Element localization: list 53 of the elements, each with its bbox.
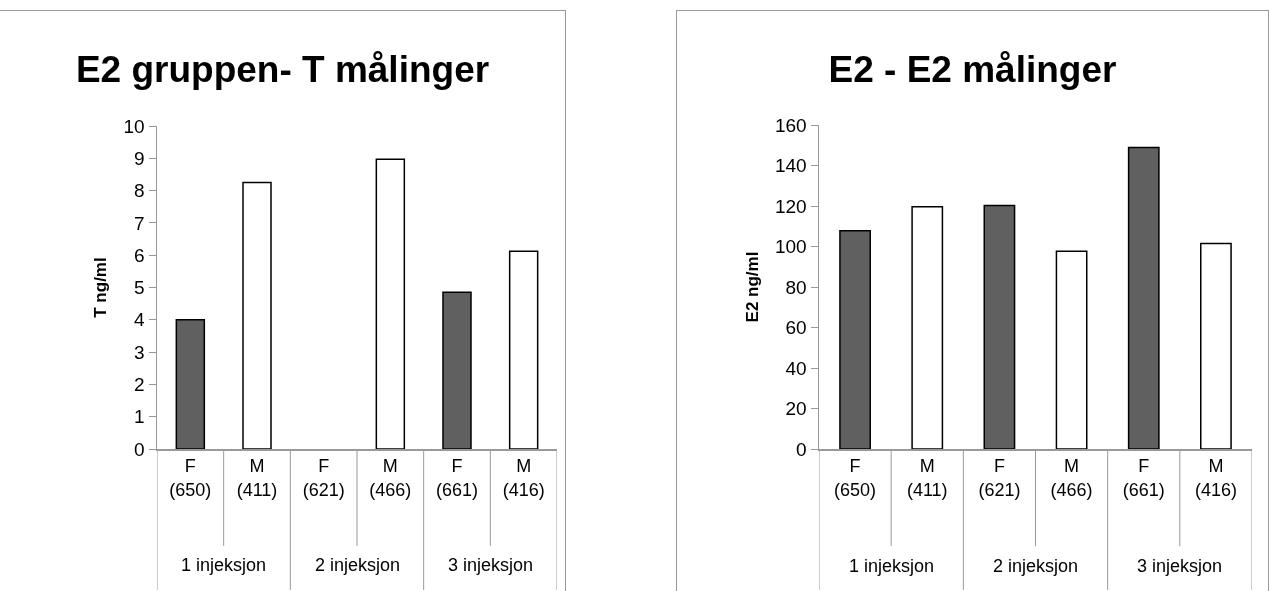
y-tick-label: 20: [785, 398, 807, 420]
y-tick-label: 9: [134, 147, 145, 169]
bar: [839, 229, 871, 449]
y-tick-label: 10: [123, 115, 145, 137]
x-tick-label: M (411): [236, 456, 278, 500]
x-tick-label: M (466): [369, 456, 412, 500]
y-tick-label: 120: [775, 195, 807, 217]
y-tick-label: 6: [134, 244, 145, 266]
y-tick-label: 100: [775, 236, 807, 258]
y-tick-label: 60: [785, 317, 807, 339]
text: 3 injeksjon: [448, 555, 534, 575]
x-tick-label: F (650): [834, 456, 877, 500]
y-tick-label: 0: [134, 438, 145, 460]
text: 1 injeksjon: [181, 555, 267, 575]
x-tick-label: M (416): [502, 456, 545, 500]
bar: [242, 181, 272, 449]
x-tick-label: M (466): [1050, 456, 1093, 500]
y-tick-label: 7: [134, 212, 145, 234]
text: 2 injeksjon: [315, 555, 401, 575]
x-tick-label: F (661): [435, 456, 479, 500]
bar: [1127, 146, 1160, 449]
chart-title: E2 - E2 målinger: [828, 48, 1117, 90]
text: 3 injeksjon: [1137, 556, 1223, 576]
x-tick-label: F (650): [169, 456, 212, 500]
x-tick-label: M (411): [906, 456, 948, 500]
y-tick-label: 2: [134, 374, 145, 396]
y-tick-label: 140: [775, 155, 807, 177]
bar: [175, 319, 206, 449]
y-tick-label: 0: [796, 438, 807, 460]
y-axis-title: E2 ng/ml: [742, 251, 762, 323]
bar: [508, 250, 539, 449]
text: 2 injeksjon: [993, 556, 1079, 576]
y-tick-label: 160: [775, 114, 807, 136]
y-tick-label: 4: [134, 309, 146, 331]
text: 1 injeksjon: [849, 556, 935, 576]
y-tick-label: 40: [785, 357, 807, 379]
bar: [1200, 242, 1232, 449]
y-tick-label: 3: [134, 341, 145, 363]
x-tick-label: F (621): [302, 456, 345, 500]
bar: [442, 291, 472, 449]
y-tick-label: 80: [785, 276, 807, 298]
y-tick-label: 5: [134, 277, 145, 299]
bar: [1055, 250, 1088, 449]
chart-title: E2 gruppen- T målinger: [75, 48, 490, 90]
y-axis-title: T ng/ml: [91, 257, 111, 318]
x-tick-label: F (661): [1122, 456, 1165, 500]
y-tick-label: 1: [134, 406, 145, 428]
bar: [911, 206, 944, 449]
x-tick-label: F (621): [978, 456, 1021, 500]
y-tick-label: 8: [134, 180, 145, 202]
bar: [375, 158, 406, 449]
x-tick-label: M (416): [1194, 456, 1237, 500]
bar: [983, 204, 1016, 449]
